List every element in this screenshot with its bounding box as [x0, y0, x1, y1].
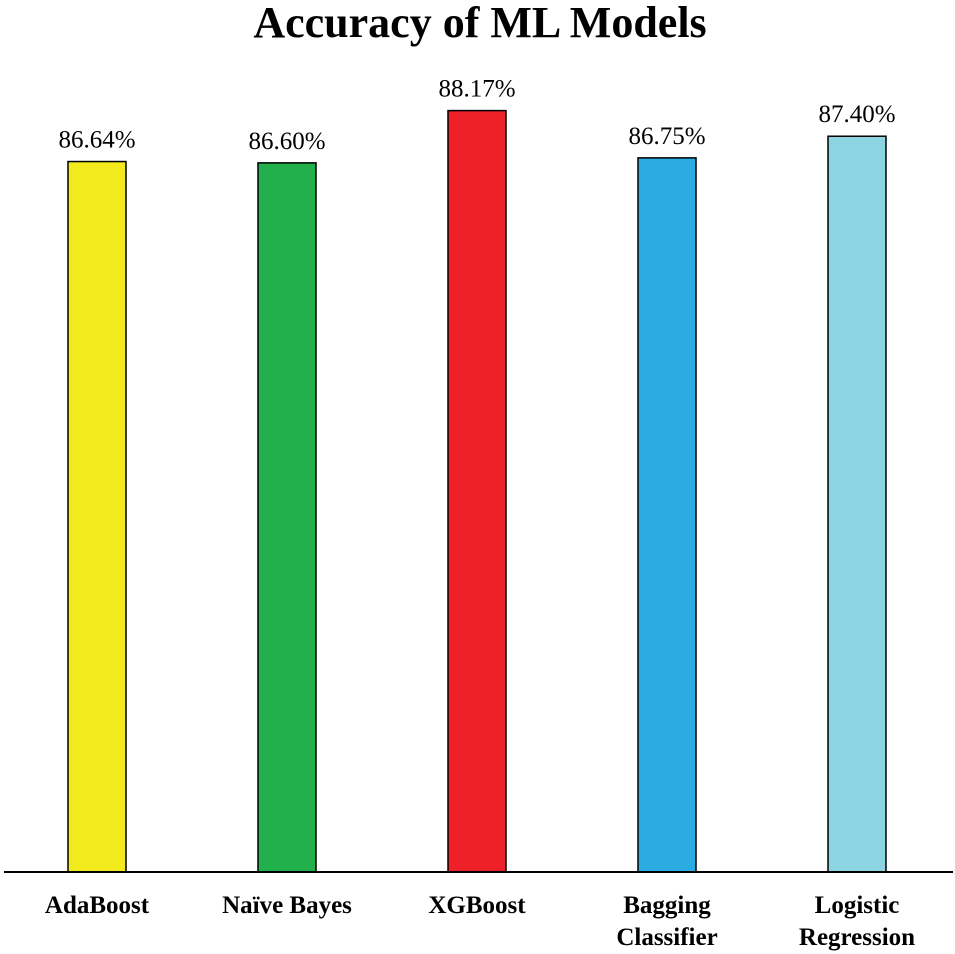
- category-label-3-line-1: Classifier: [616, 924, 717, 951]
- value-label-0: 86.64%: [58, 127, 135, 154]
- value-label-2: 88.17%: [438, 76, 515, 103]
- category-labels-group: AdaBoost Naïve Bayes XGBoost Bagging Classif…: [45, 892, 915, 951]
- category-label-1: Naïve Bayes: [222, 892, 352, 919]
- category-label-4-line-1: Regression: [799, 924, 915, 951]
- value-label-1: 86.60%: [248, 128, 325, 155]
- bar-2: [447, 109, 507, 873]
- value-label-3: 86.75%: [628, 123, 705, 150]
- chart-title: Accuracy of ML Models: [253, 0, 706, 47]
- bar-3: [637, 157, 697, 873]
- bar-0: [67, 160, 127, 873]
- bar-1: [257, 162, 317, 873]
- category-label-3-line-0: Bagging: [623, 892, 711, 919]
- value-label-4: 87.40%: [818, 101, 895, 128]
- category-label-0: AdaBoost: [45, 892, 150, 919]
- category-label-2: XGBoost: [428, 892, 526, 919]
- value-labels-group: 86.64% 86.60% 88.17% 86.75% 87.40%: [58, 76, 895, 155]
- bars-group: [67, 109, 887, 873]
- bar-4: [827, 135, 887, 873]
- category-label-4-line-0: Logistic: [815, 892, 900, 919]
